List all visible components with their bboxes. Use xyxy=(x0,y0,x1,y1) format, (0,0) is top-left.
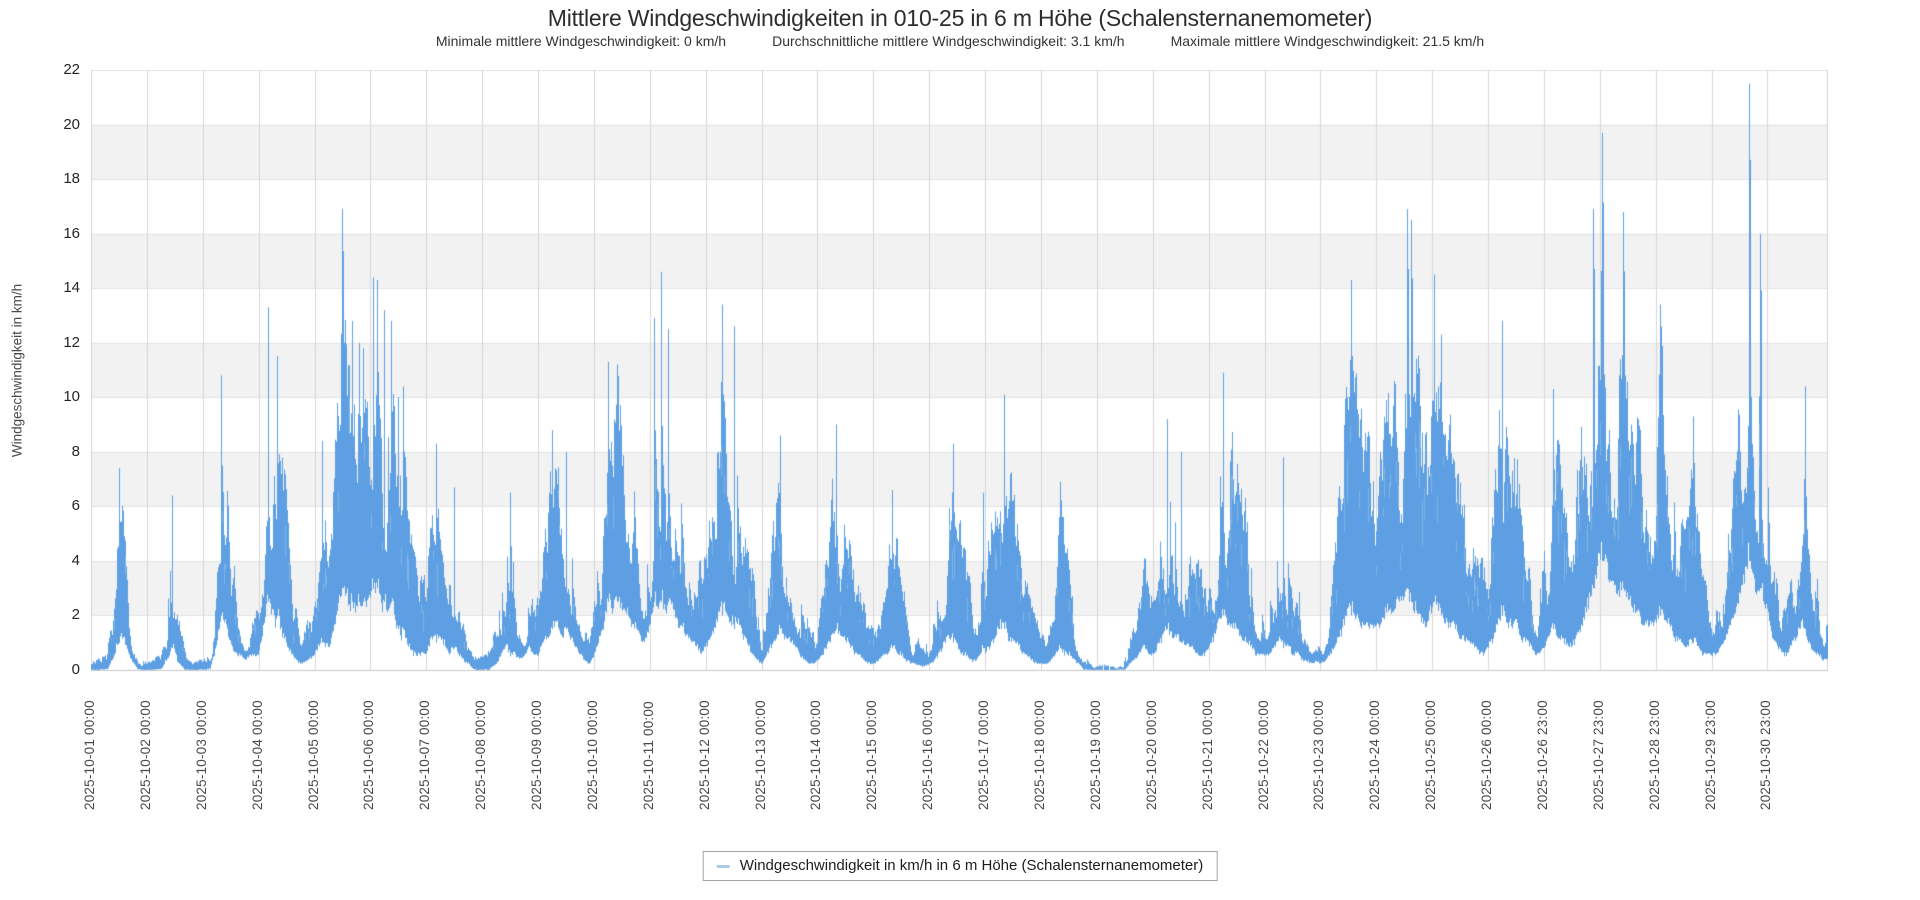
wind-speed-series-canvas xyxy=(91,70,1828,672)
stat-max-wind-speed: Maximale mittlere Windgeschwindigkeit: 2… xyxy=(1170,33,1485,49)
x-tick-label: 2025-10-21 00:00 xyxy=(1199,700,1215,810)
x-tick-label: 2025-10-18 00:00 xyxy=(1031,700,1047,810)
x-tick-label: 2025-10-09 00:00 xyxy=(529,700,545,810)
x-tick-label: 2025-10-24 00:00 xyxy=(1367,700,1383,810)
x-tick-label: 2025-10-13 00:00 xyxy=(752,700,768,810)
y-tick-label: 14 xyxy=(63,279,80,297)
x-tick-label: 2025-10-02 00:00 xyxy=(137,700,153,810)
x-tick-label: 2025-10-27 23:00 xyxy=(1590,700,1606,810)
chart-subtitle: Minimale mittlere Windgeschwindigkeit: 0… xyxy=(0,33,1920,49)
x-tick-label: 2025-10-11 00:00 xyxy=(640,701,656,810)
legend: Windgeschwindigkeit in km/h in 6 m Höhe … xyxy=(702,851,1218,881)
x-tick-label: 2025-10-04 00:00 xyxy=(249,700,265,810)
x-tick-label: 2025-10-28 23:00 xyxy=(1646,700,1662,810)
series-line-marker-icon xyxy=(716,865,730,868)
x-tick-label: 2025-10-30 23:00 xyxy=(1758,700,1774,810)
x-tick-label: 2025-10-23 00:00 xyxy=(1311,700,1327,810)
x-tick-label: 2025-10-25 00:00 xyxy=(1423,700,1439,810)
y-tick-label: 18 xyxy=(63,170,80,188)
y-axis-title: Windgeschwindigkeit in km/h xyxy=(9,283,25,458)
x-tick-label: 2025-10-06 00:00 xyxy=(361,700,377,810)
x-tick-label: 2025-10-17 00:00 xyxy=(976,700,992,810)
y-tick-label: 20 xyxy=(63,115,80,133)
y-tick-label: 12 xyxy=(63,333,80,351)
y-tick-label: 10 xyxy=(63,388,80,406)
x-tick-label: 2025-10-29 23:00 xyxy=(1702,700,1718,810)
y-tick-label: 4 xyxy=(71,551,80,569)
legend-label: Windgeschwindigkeit in km/h in 6 m Höhe … xyxy=(739,857,1204,874)
stat-min-wind-speed: Minimale mittlere Windgeschwindigkeit: 0… xyxy=(435,33,727,49)
y-tick-label: 2 xyxy=(71,606,80,624)
x-tick-label: 2025-10-26 00:00 xyxy=(1479,700,1495,810)
x-tick-label: 2025-10-22 00:00 xyxy=(1255,700,1271,810)
x-tick-label: 2025-10-20 00:00 xyxy=(1143,700,1159,810)
y-tick-label: 6 xyxy=(71,497,80,515)
y-tick-label: 8 xyxy=(71,442,80,460)
x-tick-label: 2025-10-07 00:00 xyxy=(417,700,433,810)
x-tick-label: 2025-10-14 00:00 xyxy=(808,700,824,810)
y-tick-label: 16 xyxy=(63,224,80,242)
stat-avg-wind-speed: Durchschnittliche mittlere Windgeschwind… xyxy=(772,33,1125,49)
y-tick-label: 0 xyxy=(71,661,80,678)
x-tick-label: 2025-10-26 23:00 xyxy=(1534,700,1550,810)
x-tick-label: 2025-10-10 00:00 xyxy=(584,700,600,810)
x-tick-label: 2025-10-05 00:00 xyxy=(305,700,321,810)
x-tick-label: 2025-10-15 00:00 xyxy=(864,700,880,810)
x-tick-label: 2025-10-08 00:00 xyxy=(473,700,489,810)
x-tick-label: 2025-10-01 00:00 xyxy=(82,700,97,810)
y-tick-label: 22 xyxy=(63,61,80,78)
x-tick-label: 2025-10-12 00:00 xyxy=(696,700,712,810)
x-tick-label: 2025-10-03 00:00 xyxy=(193,700,209,810)
plot-area xyxy=(91,70,1828,672)
x-tick-label: 2025-10-19 00:00 xyxy=(1087,700,1103,810)
x-tick-label: 2025-10-16 00:00 xyxy=(920,700,936,810)
chart-title: Mittlere Windgeschwindigkeiten in 010-25… xyxy=(547,5,1373,31)
